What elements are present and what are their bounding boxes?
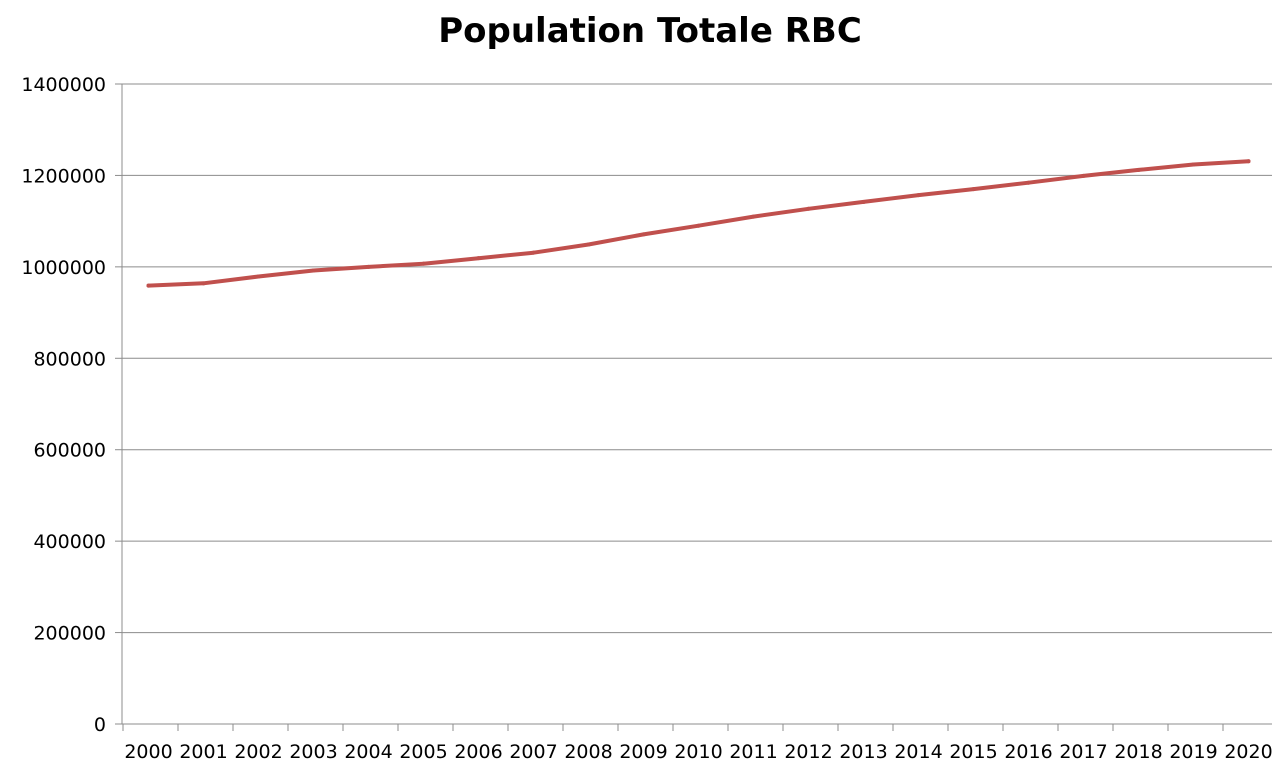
data-point: [201, 281, 206, 286]
x-tick-label: 2014: [894, 741, 942, 763]
x-tick-label: 2015: [949, 741, 997, 763]
data-point: [641, 232, 646, 237]
x-tick-label: 2017: [1059, 741, 1107, 763]
data-point: [806, 206, 811, 211]
gridlines: [122, 83, 1272, 634]
data-point: [1081, 173, 1086, 178]
y-tick-label: 1400000: [21, 74, 106, 96]
data-point: [476, 256, 481, 261]
data-point: [146, 283, 151, 288]
chart-title: Population Totale RBC: [438, 11, 862, 51]
y-tick-label: 1200000: [21, 165, 106, 187]
axes: [115, 83, 1272, 731]
y-axis-tick-labels: 0 200000 400000 600000 800000 1000000 1200000 1…: [21, 74, 106, 736]
y-tick-label: 600000: [33, 440, 106, 462]
data-point: [696, 223, 701, 228]
data-point: [311, 268, 316, 273]
x-tick-label: 2009: [619, 741, 667, 763]
x-axis-tick-labels: 2000 2001 2002 2003 2004 2005 2006 2007 2008 2009…: [124, 741, 1272, 763]
x-tick-label: 2003: [289, 741, 337, 763]
x-tick-label: 2004: [344, 741, 392, 763]
y-tick-label: 1000000: [21, 257, 106, 279]
x-tick-label: 2001: [179, 741, 227, 763]
y-tick-label: 200000: [33, 623, 106, 645]
data-series: [146, 159, 1251, 288]
data-point: [1191, 162, 1196, 167]
x-tick-label: 2000: [124, 741, 172, 763]
x-tick-label: 2007: [509, 741, 557, 763]
x-tick-label: 2016: [1004, 741, 1052, 763]
data-point: [971, 187, 976, 192]
x-tick-label: 2018: [1114, 741, 1162, 763]
x-tick-label: 2002: [234, 741, 282, 763]
data-point: [366, 264, 371, 269]
data-point: [751, 214, 756, 219]
y-tick-label: 800000: [33, 348, 106, 370]
y-tick-label: 400000: [33, 531, 106, 553]
data-point: [256, 274, 261, 279]
x-tick-label: 2013: [839, 741, 887, 763]
data-point: [1026, 180, 1031, 185]
data-point: [586, 242, 591, 247]
x-tick-label: 2019: [1169, 741, 1217, 763]
data-point: [1246, 159, 1251, 164]
x-tick-label: 2010: [674, 741, 722, 763]
x-tick-label: 2012: [784, 741, 832, 763]
x-tick-label: 2020: [1224, 741, 1272, 763]
data-point: [531, 250, 536, 255]
x-tick-label: 2011: [729, 741, 777, 763]
data-point: [1136, 167, 1141, 172]
data-point: [916, 193, 921, 198]
data-point: [421, 261, 426, 266]
x-tick-label: 2005: [399, 741, 447, 763]
x-tick-label: 2008: [564, 741, 612, 763]
data-point: [861, 199, 866, 204]
y-tick-label: 0: [94, 714, 106, 736]
x-tick-label: 2006: [454, 741, 502, 763]
